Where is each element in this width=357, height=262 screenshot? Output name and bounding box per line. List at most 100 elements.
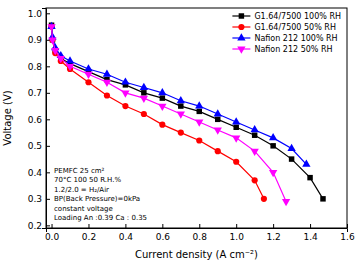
- marker: [122, 103, 128, 109]
- x-tick: 0.2: [82, 224, 96, 242]
- legend-label: Nafion 212 50% RH: [254, 45, 332, 54]
- y-tick-label: 0.7: [28, 88, 42, 98]
- marker: [251, 149, 259, 156]
- x-tick-mark: [88, 224, 89, 228]
- x-tick-label: 0.2: [82, 232, 96, 242]
- legend-marker: [237, 47, 245, 54]
- marker: [121, 77, 129, 84]
- marker: [270, 143, 275, 148]
- marker: [84, 72, 92, 79]
- x-tick-mark: [347, 224, 348, 228]
- marker: [177, 112, 185, 119]
- x-tick-mark: [125, 224, 126, 228]
- marker: [51, 48, 59, 55]
- marker: [269, 170, 277, 177]
- x-tick-mark: [162, 224, 163, 228]
- y-tick-label: 0.8: [28, 62, 43, 72]
- y-tick: 1.0: [28, 9, 50, 19]
- annotation: BP(Back Pressure)=0kPa: [54, 195, 140, 203]
- y-tick-label: 0.5: [28, 141, 42, 151]
- x-tick: 0.0: [45, 224, 60, 242]
- legend-label: G1.64/7500 50% RH: [254, 23, 336, 32]
- legend-marker: [239, 13, 244, 18]
- x-tick-mark: [236, 224, 237, 228]
- marker: [197, 109, 202, 114]
- annotation: constant voltage: [54, 205, 113, 213]
- x-tick-label: 1.6: [340, 232, 355, 242]
- y-tick-mark: [46, 119, 50, 120]
- marker: [121, 90, 129, 97]
- marker: [141, 90, 146, 95]
- legend-marker: [237, 33, 245, 40]
- marker: [57, 56, 65, 63]
- y-tick-mark: [46, 225, 50, 226]
- y-tick-mark: [46, 93, 50, 94]
- marker: [252, 132, 257, 137]
- x-tick: 0.8: [193, 224, 208, 242]
- y-axis-line: [42, 9, 47, 229]
- marker: [214, 128, 222, 135]
- legend-item: G1.64/7500 50% RH: [232, 23, 336, 32]
- marker: [85, 79, 91, 85]
- y-tick-mark: [46, 66, 50, 67]
- marker: [282, 199, 290, 206]
- annotation: 1.2/2.0 = H₂/Air: [54, 186, 109, 194]
- y-tick-mark: [46, 172, 50, 173]
- marker: [195, 101, 203, 108]
- marker: [103, 69, 111, 76]
- chart: 0.00.20.40.60.81.01.21.41.60.20.30.40.50…: [0, 0, 357, 262]
- legend-item: Nafion 212 50% RH: [232, 45, 332, 54]
- y-tick: 0.7: [28, 88, 50, 98]
- x-tick-label: 1.0: [230, 232, 245, 242]
- marker: [233, 125, 238, 130]
- marker: [289, 156, 294, 161]
- x-tick-mark: [52, 224, 53, 228]
- annotation: Loading An :0.39 Ca : 0.35: [54, 214, 147, 222]
- x-tick: 1.6: [340, 224, 355, 242]
- marker: [66, 64, 74, 71]
- annotation: 70°C 100 50 R.H.%: [54, 176, 121, 184]
- x-axis-title: Current density (A cm⁻²): [135, 249, 258, 260]
- x-tick-mark: [273, 224, 274, 228]
- y-tick: 0.4: [28, 168, 50, 178]
- marker: [232, 135, 240, 142]
- plot: 0.00.20.40.60.81.01.21.41.60.20.30.40.50…: [28, 8, 355, 242]
- x-tick-label: 0.0: [45, 232, 60, 242]
- y-tick: 0.9: [28, 35, 50, 45]
- marker: [215, 117, 220, 122]
- legend: G1.64/7500 100% RH G1.64/7500 50% RH Nafio…: [232, 12, 341, 54]
- y-axis-title: Voltage (V): [2, 90, 13, 145]
- marker: [269, 133, 277, 140]
- legend-label: Nafion 212 100% RH: [254, 34, 337, 43]
- x-tick: 1.0: [230, 224, 245, 242]
- series-line: [52, 27, 287, 202]
- marker: [160, 95, 165, 100]
- marker: [159, 122, 165, 128]
- marker: [178, 103, 183, 108]
- legend-item: G1.64/7500 100% RH: [232, 12, 341, 21]
- legend-item: Nafion 212 100% RH: [232, 33, 337, 43]
- x-tick-mark: [199, 224, 200, 228]
- marker: [84, 64, 92, 71]
- y-tick-label: 0.9: [28, 35, 43, 45]
- y-tick-label: 0.3: [28, 194, 42, 204]
- x-tick: 1.4: [303, 224, 318, 242]
- annotation: PEMFC 25 cm²: [54, 167, 105, 175]
- series-markers: [47, 22, 310, 167]
- marker: [302, 160, 310, 167]
- y-tick: 0.8: [28, 62, 50, 72]
- y-axis: 0.2 0.3 0.4 0.5 0.6 0.7 0.8 0.9 1.0: [28, 9, 50, 231]
- marker: [177, 96, 185, 103]
- marker: [103, 80, 111, 87]
- marker: [66, 56, 74, 63]
- y-tick-mark: [46, 13, 50, 14]
- marker: [307, 175, 312, 180]
- marker: [215, 148, 221, 154]
- marker: [252, 177, 258, 183]
- y-tick: 0.6: [28, 115, 50, 125]
- x-tick: 0.6: [156, 224, 171, 242]
- x-tick-mark: [310, 224, 311, 228]
- y-tick: 0.2: [28, 221, 50, 231]
- marker: [261, 196, 267, 202]
- x-axis: 0.00.20.40.60.81.01.21.41.6: [45, 224, 355, 242]
